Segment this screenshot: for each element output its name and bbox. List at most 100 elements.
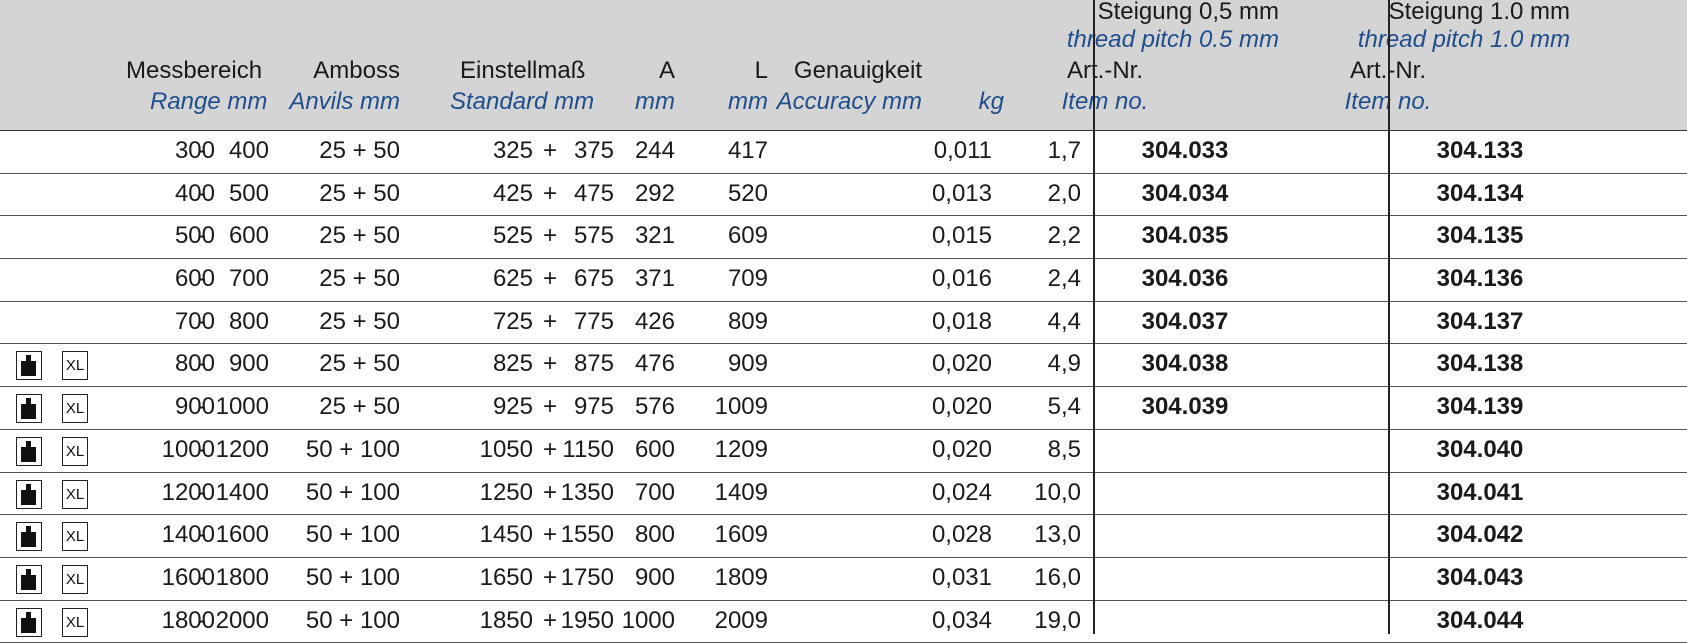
table-row: XL 800-900 25 + 50 825 +875 476 909 0,020 4,9 304… (0, 344, 1687, 388)
cell-l: 520 (727, 179, 768, 207)
cell-kg: 8,5 (1047, 435, 1081, 463)
header-pitch10-de: Steigung 1.0 mm (1388, 0, 1570, 25)
cell-std2: 675 (573, 265, 614, 293)
cell-from: 300 (174, 137, 215, 164)
cell-std2: 475 (573, 179, 614, 207)
cell-dash: - (198, 350, 206, 378)
cell-a: 1000 (621, 606, 675, 634)
cell-art10: 304.133 (1436, 137, 1524, 164)
cell-plus: + (542, 563, 557, 591)
cell-art10: 304.134 (1436, 179, 1524, 207)
header-range-de: Messbereich (126, 57, 263, 84)
cell-art10: 304.043 (1436, 563, 1524, 591)
header-accuracy-en: Accuracy mm (776, 88, 922, 115)
weight-icon (16, 394, 42, 424)
cell-to: 1400 (215, 478, 269, 506)
xl-size-icon: XL (62, 436, 88, 466)
cell-std2: 1950 (560, 606, 614, 634)
weight-icon (16, 607, 42, 637)
cell-anvils: 25 + 50 (319, 222, 400, 250)
cell-art10: 304.041 (1436, 478, 1524, 506)
cell-plus: + (542, 478, 557, 506)
cell-kg: 1,7 (1047, 137, 1081, 164)
cell-anvils: 25 + 50 (319, 393, 400, 421)
cell-l: 1609 (714, 521, 768, 549)
cell-to: 900 (228, 350, 269, 378)
cell-a: 426 (634, 307, 675, 335)
cell-std2: 1350 (560, 478, 614, 506)
cell-kg: 13,0 (1034, 521, 1081, 549)
cell-dash: - (198, 307, 206, 335)
header-l-en: mm (728, 88, 768, 115)
cell-plus: + (542, 137, 557, 164)
header-anvils-de: Amboss (313, 57, 400, 84)
cell-from: 1000 (161, 435, 215, 463)
weight-icon (16, 564, 42, 594)
cell-to: 1800 (215, 563, 269, 591)
cell-from: 800 (174, 350, 215, 378)
cell-dash: - (198, 606, 206, 634)
xl-size-icon: XL (62, 351, 88, 381)
cell-from: 400 (174, 179, 215, 207)
header-pitch05-art-de: Art.-Nr. (1067, 57, 1143, 84)
cell-anvils: 25 + 50 (319, 307, 400, 335)
xl-size-icon: XL (62, 479, 88, 509)
xl-size-icon: XL (62, 607, 88, 637)
header-anvils-en: Anvils mm (289, 88, 400, 115)
row-icons: XL (14, 394, 94, 424)
row-icons: XL (14, 607, 94, 638)
cell-to: 2000 (215, 606, 269, 634)
cell-std1: 625 (492, 265, 533, 293)
cell-dash: - (198, 521, 206, 549)
cell-l: 609 (727, 222, 768, 250)
cell-acc: 0,015 (931, 222, 992, 250)
cell-l: 909 (727, 350, 768, 378)
xl-size-icon: XL (62, 394, 88, 424)
header-accuracy-de: Genauigkeit (793, 57, 922, 84)
cell-l: 1809 (714, 563, 768, 591)
cell-std1: 1050 (479, 435, 533, 463)
cell-plus: + (542, 393, 557, 421)
cell-from: 1600 (161, 563, 215, 591)
cell-dash: - (198, 137, 206, 164)
table-row: XL 1600-1800 50 + 100 1650 +1750 900 1809 0,031… (0, 558, 1687, 601)
cell-plus: + (542, 265, 557, 293)
header-kg: kg (978, 88, 1004, 115)
cell-from: 600 (174, 265, 215, 293)
cell-l: 2009 (714, 606, 768, 634)
cell-std2: 1550 (560, 521, 614, 549)
cell-to: 600 (228, 222, 269, 250)
cell-from: 1200 (161, 478, 215, 506)
cell-acc: 0,024 (931, 478, 992, 506)
cell-a: 900 (634, 563, 675, 591)
cell-acc: 0,020 (931, 350, 992, 378)
weight-icon (16, 479, 42, 509)
header-range-en: Range mm (150, 88, 268, 115)
cell-l: 709 (727, 265, 768, 293)
cell-dash: - (198, 563, 206, 591)
cell-to: 800 (228, 307, 269, 335)
table-row: XL 900-1000 25 + 50 925 +975 576 1009 0,020 5,4 3… (0, 387, 1687, 430)
cell-l: 1009 (714, 393, 768, 421)
cell-std1: 1850 (479, 606, 533, 634)
cell-anvils: 25 + 50 (319, 137, 400, 164)
cell-std2: 1150 (562, 435, 614, 463)
cell-std1: 725 (492, 307, 533, 335)
cell-a: 244 (634, 137, 675, 164)
cell-art10: 304.136 (1436, 265, 1524, 293)
cell-dash: - (198, 478, 206, 506)
cell-to: 1600 (215, 521, 269, 549)
cell-a: 700 (634, 478, 675, 506)
cell-kg: 5,4 (1047, 393, 1081, 421)
cell-from: 500 (174, 222, 215, 250)
cell-acc: 0,013 (931, 179, 992, 207)
cell-plus: + (542, 521, 557, 549)
cell-anvils: 50 + 100 (305, 521, 400, 549)
row-icons: XL (14, 479, 94, 510)
cell-art10: 304.138 (1436, 350, 1524, 378)
cell-acc: 0,028 (931, 521, 992, 549)
cell-dash: - (198, 265, 206, 293)
cell-kg: 2,2 (1047, 222, 1081, 250)
cell-std2: 775 (573, 307, 614, 335)
cell-l: 1209 (714, 435, 768, 463)
